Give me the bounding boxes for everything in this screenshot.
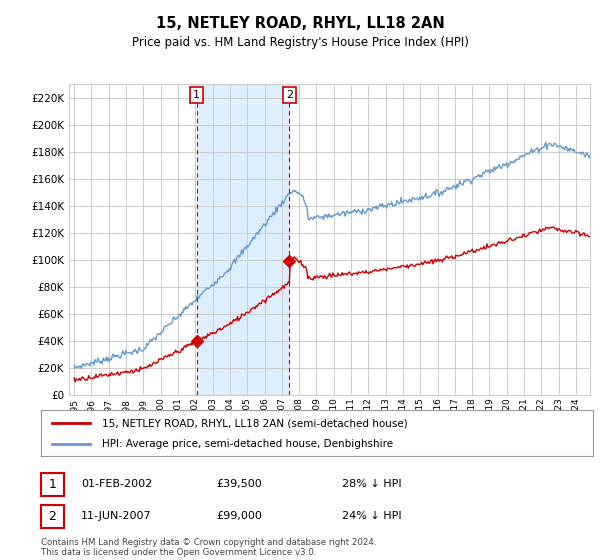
Text: 2: 2 <box>286 90 293 100</box>
Text: 24% ↓ HPI: 24% ↓ HPI <box>342 511 401 521</box>
Text: Price paid vs. HM Land Registry's House Price Index (HPI): Price paid vs. HM Land Registry's House … <box>131 36 469 49</box>
Text: 11-JUN-2007: 11-JUN-2007 <box>81 511 152 521</box>
Text: HPI: Average price, semi-detached house, Denbighshire: HPI: Average price, semi-detached house,… <box>101 440 392 450</box>
Text: 1: 1 <box>193 90 200 100</box>
Text: 01-FEB-2002: 01-FEB-2002 <box>81 479 152 489</box>
Text: Contains HM Land Registry data © Crown copyright and database right 2024.
This d: Contains HM Land Registry data © Crown c… <box>41 538 376 557</box>
Text: £39,500: £39,500 <box>216 479 262 489</box>
Text: 1: 1 <box>48 478 56 491</box>
Text: 15, NETLEY ROAD, RHYL, LL18 2AN (semi-detached house): 15, NETLEY ROAD, RHYL, LL18 2AN (semi-de… <box>101 418 407 428</box>
Bar <box>197 84 289 395</box>
Text: 28% ↓ HPI: 28% ↓ HPI <box>342 479 401 489</box>
Text: 15, NETLEY ROAD, RHYL, LL18 2AN: 15, NETLEY ROAD, RHYL, LL18 2AN <box>155 16 445 31</box>
Text: 2: 2 <box>48 510 56 523</box>
Text: £99,000: £99,000 <box>216 511 262 521</box>
